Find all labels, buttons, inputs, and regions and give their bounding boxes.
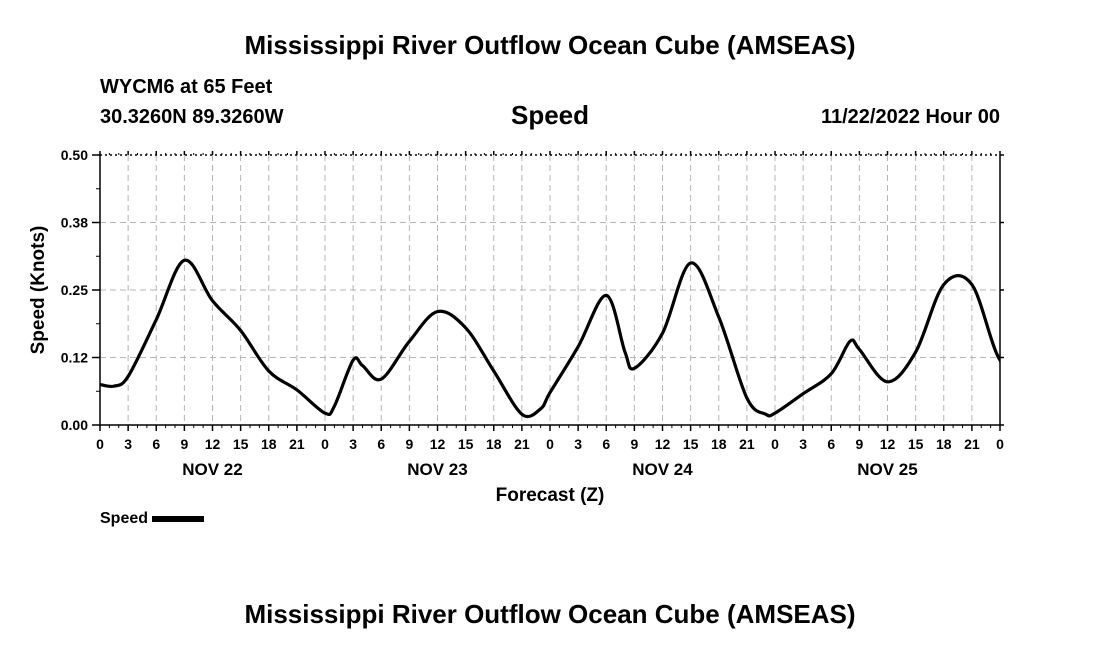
legend-label: Speed bbox=[100, 510, 149, 527]
x-tick-label: 3 bbox=[349, 436, 357, 452]
x-tick-label: 15 bbox=[683, 436, 699, 452]
day-label: NOV 24 bbox=[632, 460, 693, 479]
x-tick-label: 9 bbox=[405, 436, 413, 452]
footer-title: Mississippi River Outflow Ocean Cube (AM… bbox=[244, 599, 856, 629]
x-tick-label: 18 bbox=[486, 436, 502, 452]
legend-swatch bbox=[152, 516, 205, 522]
x-tick-label: 18 bbox=[936, 436, 952, 452]
x-tick-label: 18 bbox=[261, 436, 277, 452]
x-tick-label: 21 bbox=[514, 436, 530, 452]
x-tick-label: 0 bbox=[771, 436, 779, 452]
x-tick-label: 12 bbox=[430, 436, 446, 452]
x-tick-label: 6 bbox=[377, 436, 385, 452]
coordinates-label: 30.3260N 89.3260W bbox=[100, 106, 284, 128]
x-tick-label: 0 bbox=[996, 436, 1004, 452]
x-tick-label: 9 bbox=[180, 436, 188, 452]
x-tick-label: 6 bbox=[602, 436, 610, 452]
x-axis-label: Forecast (Z) bbox=[496, 485, 605, 506]
x-tick-label: 12 bbox=[655, 436, 671, 452]
y-tick-label: 0.25 bbox=[61, 282, 88, 298]
day-label: NOV 22 bbox=[182, 460, 242, 479]
legend: Speed bbox=[100, 510, 205, 528]
x-tick-label: 15 bbox=[908, 436, 924, 452]
x-tick-label: 21 bbox=[739, 436, 755, 452]
y-axis-label: Speed (Knots) bbox=[28, 226, 49, 355]
day-label: NOV 23 bbox=[407, 460, 467, 479]
forecast-datetime: 11/22/2022 Hour 00 bbox=[820, 106, 1000, 128]
y-tick-label: 0.38 bbox=[61, 215, 88, 231]
x-tick-label: 3 bbox=[574, 436, 582, 452]
day-label: NOV 25 bbox=[857, 460, 917, 479]
x-tick-label: 0 bbox=[546, 436, 554, 452]
x-tick-label: 6 bbox=[827, 436, 835, 452]
page-title: Mississippi River Outflow Ocean Cube (AM… bbox=[244, 30, 856, 60]
x-tick-label: 18 bbox=[711, 436, 727, 452]
x-tick-label: 15 bbox=[233, 436, 249, 452]
x-tick-label: 21 bbox=[289, 436, 305, 452]
speed-series-line bbox=[100, 258, 1000, 419]
x-tick-label: 12 bbox=[880, 436, 896, 452]
x-tick-label: 21 bbox=[964, 436, 980, 452]
x-tick-label: 15 bbox=[458, 436, 474, 452]
x-tick-label: 6 bbox=[152, 436, 160, 452]
x-tick-label: 0 bbox=[96, 436, 104, 452]
x-tick-label: 12 bbox=[205, 436, 221, 452]
chart-title: Speed bbox=[510, 100, 590, 130]
x-tick-label: 9 bbox=[855, 436, 863, 452]
x-tick-label: 3 bbox=[799, 436, 807, 452]
y-tick-label: 0.50 bbox=[61, 147, 88, 163]
x-tick-label: 0 bbox=[321, 436, 329, 452]
x-tick-label: 3 bbox=[124, 436, 132, 452]
y-tick-label: 0.00 bbox=[61, 417, 88, 433]
x-tick-label: 9 bbox=[630, 436, 638, 452]
y-tick-label: 0.12 bbox=[61, 350, 88, 366]
station-label: WYCM6 at 65 Feet bbox=[100, 76, 273, 98]
